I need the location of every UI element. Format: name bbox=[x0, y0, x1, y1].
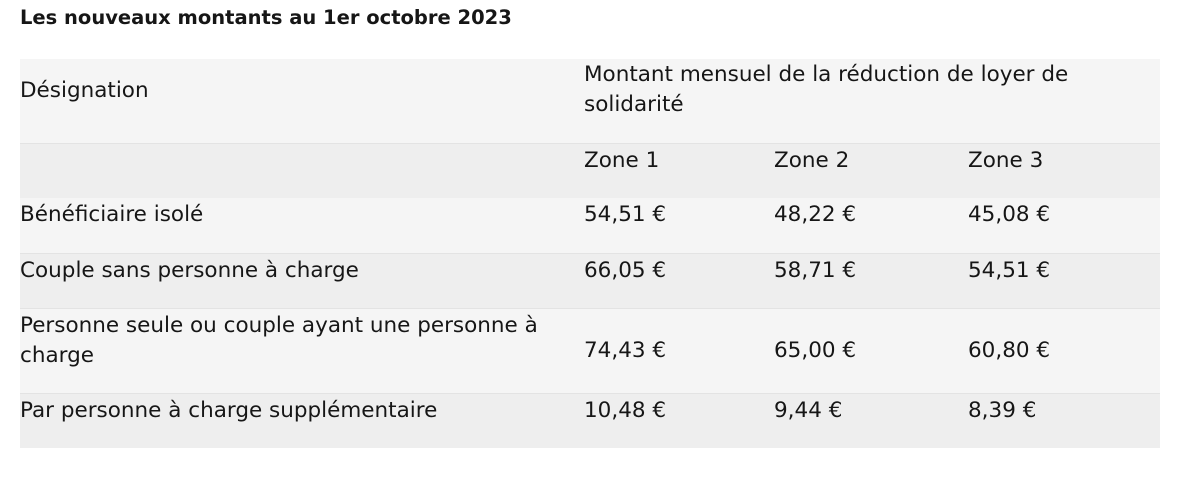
zone-2-value: 58,71 € bbox=[774, 252, 968, 308]
section-title: Les nouveaux montants au 1er octobre 202… bbox=[20, 6, 512, 29]
zone-1-value: 54,51 € bbox=[584, 202, 667, 227]
table-header-row: Désignation Montant mensuel de la réduct… bbox=[20, 59, 1161, 143]
zone-1-value: 10,48 € bbox=[584, 392, 774, 448]
zone-3-value: 8,39 € bbox=[968, 392, 1161, 448]
designation-header-label: Désignation bbox=[20, 78, 149, 103]
zone-3-value: 45,08 € bbox=[968, 202, 1051, 227]
zone-3-header: Zone 3 bbox=[968, 142, 1161, 198]
table-row: Personne seule ou couple ayant une perso… bbox=[20, 307, 1161, 393]
zones-header-row: Zone 1 Zone 2 Zone 3 bbox=[20, 142, 1161, 198]
zone-2-value: 9,44 € bbox=[774, 392, 968, 448]
zones-empty-cell bbox=[20, 142, 584, 198]
row-label: Personne seule ou couple ayant une perso… bbox=[20, 307, 584, 393]
zone-3-value: 54,51 € bbox=[968, 252, 1161, 308]
row-label: Par personne à charge supplémentaire bbox=[20, 392, 584, 448]
row-label: Bénéficiaire isolé bbox=[20, 202, 204, 227]
table-row: Bénéficiaire isolé 54,51 € 48,22 € 45,08… bbox=[20, 198, 1161, 253]
zone-1-value: 74,43 € bbox=[584, 307, 774, 393]
zone-2-value: 48,22 € bbox=[774, 202, 857, 227]
zone-3-value: 60,80 € bbox=[968, 307, 1161, 393]
zone-1-header: Zone 1 bbox=[584, 142, 774, 198]
zone-2-value: 65,00 € bbox=[774, 307, 968, 393]
table-row: Couple sans personne à charge 66,05 € 58… bbox=[20, 252, 1161, 308]
rent-reduction-table: Désignation Montant mensuel de la réduct… bbox=[20, 59, 1161, 448]
designation-header: Désignation bbox=[20, 59, 584, 143]
monthly-amount-header: Montant mensuel de la réduction de loyer… bbox=[584, 62, 1069, 117]
zone-2-header: Zone 2 bbox=[774, 142, 968, 198]
zone-1-value: 66,05 € bbox=[584, 252, 774, 308]
table-row: Par personne à charge supplémentaire 10,… bbox=[20, 392, 1161, 448]
row-label: Couple sans personne à charge bbox=[20, 252, 584, 308]
